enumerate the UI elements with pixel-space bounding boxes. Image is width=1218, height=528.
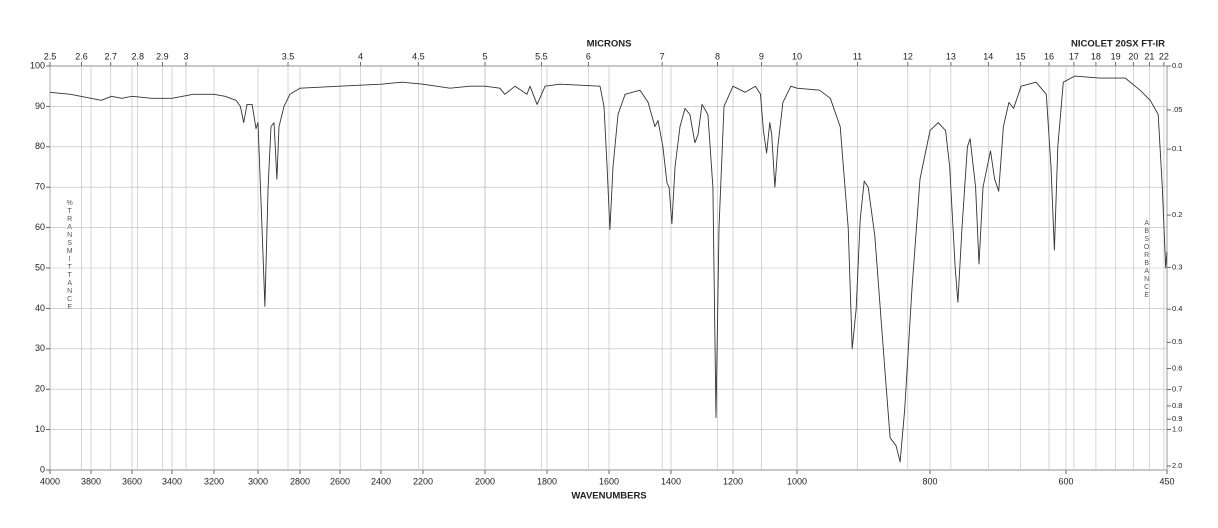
x2-tick-label: 16: [1044, 51, 1054, 61]
y2-tick-label: 0.4: [1172, 304, 1182, 313]
x2-tick-label: 6: [586, 51, 591, 61]
y2-tick-label: 0.1: [1172, 144, 1182, 153]
instrument-label: NICOLET 20SX FT-IR: [1071, 39, 1165, 50]
x2-axis-title: MICRONS: [587, 39, 632, 50]
y2-tick-label: 0.5: [1172, 337, 1182, 346]
x-tick-label: 3000: [248, 476, 268, 486]
x-tick-label: 2800: [290, 476, 310, 486]
x-tick-label: 4000: [40, 476, 60, 486]
x-tick-label: 3600: [122, 476, 142, 486]
x2-tick-label: 5.5: [535, 51, 548, 61]
x-tick-label: 1600: [599, 476, 619, 486]
x2-tick-label: 8: [715, 51, 720, 61]
x2-tick-label: 11: [853, 51, 862, 61]
y2-tick-label: 0.6: [1172, 364, 1182, 373]
y2-tick-label: 0.3: [1172, 263, 1182, 272]
x2-tick-label: 10: [792, 51, 802, 61]
x-tick-label: 1200: [723, 476, 743, 486]
x-tick-label: 1400: [661, 476, 681, 486]
x2-tick-label: 14: [983, 51, 993, 61]
y2-tick-label: 0.2: [1172, 210, 1182, 219]
y-tick-label: 0: [40, 464, 45, 474]
y-tick-label: 70: [35, 182, 45, 192]
y2-tick-label: 0.0: [1172, 61, 1182, 70]
x2-tick-label: 12: [903, 51, 913, 61]
x2-tick-label: 3: [183, 51, 188, 61]
x2-tick-label: 9: [759, 51, 764, 61]
x2-tick-label: 2.6: [75, 51, 88, 61]
x-tick-label: 3800: [81, 476, 101, 486]
y-tick-label: 10: [35, 424, 45, 434]
x2-tick-label: 19: [1111, 51, 1121, 61]
x2-tick-label: 13: [946, 51, 956, 61]
x2-tick-label: 4.5: [412, 51, 425, 61]
x2-tick-label: 20: [1128, 51, 1138, 61]
x-tick-label: 1800: [537, 476, 557, 486]
x2-tick-label: 22: [1159, 51, 1169, 61]
y2-tick-label: 1.0: [1172, 425, 1182, 434]
y-tick-label: 80: [35, 141, 45, 151]
x2-tick-label: 2.5: [44, 51, 57, 61]
x2-tick-label: 2.9: [156, 51, 169, 61]
x2-tick-label: 18: [1091, 51, 1101, 61]
y-tick-label: 100: [30, 60, 45, 70]
y2-tick-label: 2.0: [1172, 461, 1182, 470]
x2-tick-label: 17: [1069, 51, 1079, 61]
y-tick-label: 90: [35, 101, 45, 111]
x-tick-label: 2000: [475, 476, 495, 486]
y-tick-label: 50: [35, 262, 45, 272]
y-tick-label: 40: [35, 303, 45, 313]
x2-tick-label: 5: [482, 51, 487, 61]
x-tick-label: 600: [1058, 476, 1073, 486]
y2-axis-title: ABSORBANCE: [1143, 220, 1150, 300]
x2-tick-label: 2.7: [104, 51, 117, 61]
x-tick-label: 3400: [162, 476, 182, 486]
y-tick-label: 20: [35, 384, 45, 394]
x-tick-label: 800: [922, 476, 937, 486]
y2-tick-label: 0.7: [1172, 384, 1182, 393]
x2-tick-label: 7: [660, 51, 665, 61]
y-tick-label: 30: [35, 343, 45, 353]
x-axis-title: WAVENUMBERS: [571, 491, 646, 502]
y-tick-label: 60: [35, 222, 45, 232]
x2-tick-label: 15: [1016, 51, 1026, 61]
x-tick-label: 2200: [413, 476, 433, 486]
x-tick-label: 1000: [787, 476, 807, 486]
y2-tick-label: 0.8: [1172, 401, 1182, 410]
spectrum-line: [49, 75, 1168, 463]
x2-tick-label: 21: [1144, 51, 1154, 61]
y-axis-title: %TRANSMITTANCE: [66, 200, 73, 312]
y2-tick-label: .05: [1172, 105, 1182, 114]
x-tick-label: 2600: [330, 476, 350, 486]
y2-tick-label: 0.9: [1172, 414, 1182, 423]
x-tick-label: 450: [1159, 476, 1174, 486]
x2-tick-label: 4: [358, 51, 363, 61]
x2-tick-label: 3.5: [282, 51, 295, 61]
x-tick-label: 3200: [204, 476, 224, 486]
x-tick-label: 2400: [371, 476, 391, 486]
x2-tick-label: 2.8: [131, 51, 144, 61]
